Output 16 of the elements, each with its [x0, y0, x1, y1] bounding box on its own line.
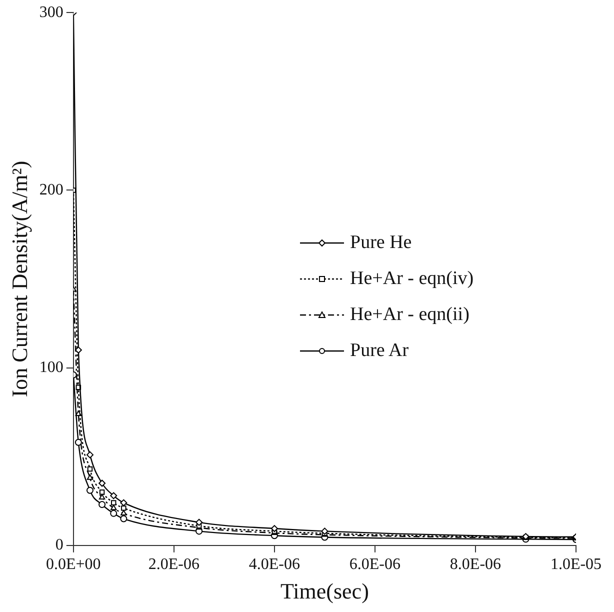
legend-label: Pure He	[350, 232, 412, 254]
x-tick-label: 2.0E-06	[148, 556, 200, 574]
y-tick-label: 200	[39, 181, 64, 198]
x-axis-title: Time(sec)	[280, 578, 369, 604]
x-tick-label: 8.0E-06	[450, 556, 502, 574]
y-tick-label: 100	[39, 359, 64, 376]
y-axis-title: Ion Current Density(A/m²)	[6, 160, 32, 398]
legend-label: He+Ar - eqn(ii)	[350, 304, 470, 326]
x-tick-label: 1.0E-05	[550, 556, 602, 574]
y-tick-label: 300	[39, 4, 64, 21]
legend-label: He+Ar - eqn(iv)	[350, 268, 474, 290]
y-tick-label: 0	[55, 536, 64, 554]
x-tick-label: 0.0E+00	[46, 556, 101, 574]
x-tick-label: 4.0E-06	[248, 556, 300, 574]
x-tick-label: 6.0E-06	[349, 556, 401, 574]
legend-label: Pure Ar	[350, 340, 409, 362]
